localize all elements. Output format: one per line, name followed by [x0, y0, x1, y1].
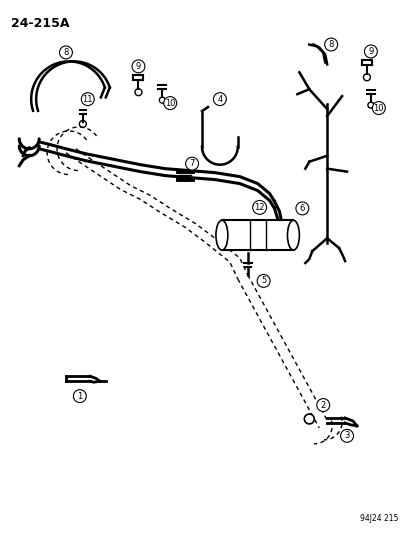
Ellipse shape — [216, 220, 227, 250]
Text: 8: 8 — [63, 48, 69, 57]
Circle shape — [367, 102, 373, 108]
Text: 94J24 215: 94J24 215 — [359, 514, 398, 523]
Circle shape — [164, 96, 176, 110]
Circle shape — [185, 157, 198, 170]
Text: 2: 2 — [320, 401, 325, 409]
Text: 10: 10 — [373, 103, 383, 112]
Text: 3: 3 — [344, 431, 349, 440]
Circle shape — [371, 102, 385, 115]
Circle shape — [81, 93, 94, 106]
Text: 9: 9 — [135, 62, 141, 71]
Circle shape — [304, 414, 313, 424]
Circle shape — [132, 60, 145, 73]
Circle shape — [363, 74, 370, 81]
Circle shape — [316, 399, 329, 411]
Text: 5: 5 — [260, 277, 266, 285]
Circle shape — [256, 274, 269, 287]
Text: 9: 9 — [368, 47, 373, 56]
Text: 12: 12 — [254, 203, 264, 212]
Circle shape — [59, 46, 72, 59]
Circle shape — [159, 97, 165, 103]
Circle shape — [363, 45, 376, 58]
Text: 4: 4 — [217, 95, 222, 103]
Circle shape — [73, 390, 86, 402]
Circle shape — [79, 120, 86, 127]
Text: 7: 7 — [189, 159, 195, 168]
Ellipse shape — [287, 220, 299, 250]
Circle shape — [340, 430, 353, 442]
Circle shape — [324, 38, 337, 51]
Text: 1: 1 — [77, 392, 82, 401]
Text: 10: 10 — [165, 99, 175, 108]
Text: 24-215A: 24-215A — [11, 17, 70, 30]
Text: 6: 6 — [299, 204, 304, 213]
Text: 8: 8 — [328, 40, 333, 49]
Circle shape — [295, 202, 308, 215]
Circle shape — [213, 93, 226, 106]
Circle shape — [135, 88, 142, 95]
Circle shape — [252, 200, 266, 214]
Bar — [221, 220, 293, 250]
Text: 11: 11 — [82, 95, 93, 103]
